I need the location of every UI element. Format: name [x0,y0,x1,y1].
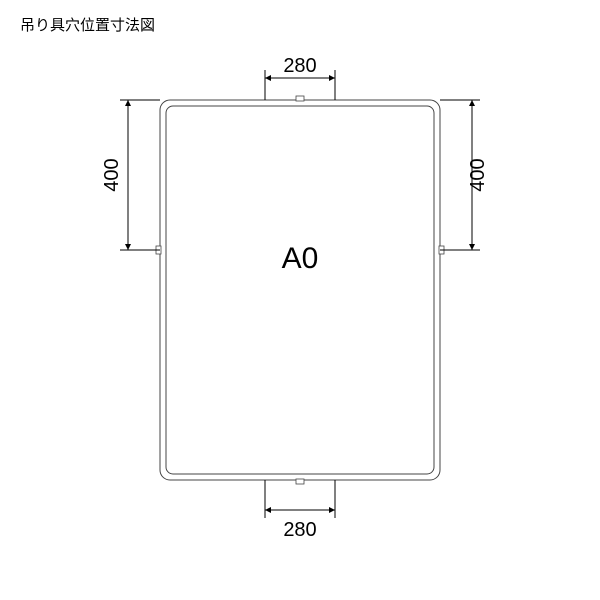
frame-inner [166,106,434,474]
dimension-drawing: A0 280 280 400 400 [0,0,600,600]
page-title: 吊り具穴位置寸法図 [20,14,155,35]
dim-text: 280 [283,55,316,77]
mount-tab-bottom [296,479,304,484]
mount-tab-top [296,96,304,101]
dim-text: 400 [101,158,123,191]
frame-outer [160,100,440,480]
dim-text: 400 [467,158,489,191]
frame-label: A0 [282,242,319,275]
dim-text: 280 [283,519,316,541]
